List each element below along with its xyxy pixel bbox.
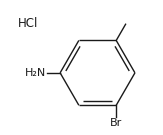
Text: Br: Br <box>110 118 122 128</box>
Text: HCl: HCl <box>18 17 38 30</box>
Text: H₂N: H₂N <box>25 68 46 78</box>
